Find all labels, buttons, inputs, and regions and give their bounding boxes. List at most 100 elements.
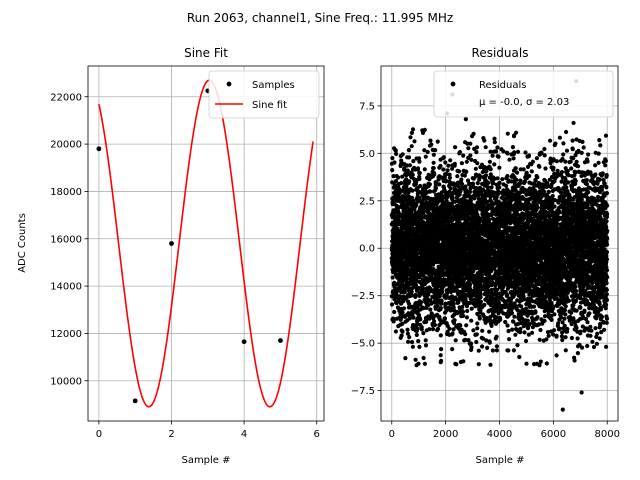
residual-point <box>432 172 437 177</box>
sine-fit-xtick-label: 0 <box>96 429 102 440</box>
residual-point <box>426 292 431 297</box>
residual-point <box>514 130 519 135</box>
residual-point <box>505 323 510 328</box>
residual-point <box>511 348 516 353</box>
residual-point <box>409 144 414 149</box>
residual-point <box>400 310 405 315</box>
residual-point <box>394 151 399 156</box>
residual-point <box>438 163 443 169</box>
residual-points <box>389 79 610 412</box>
sine-fit-ytick-label: 16000 <box>50 234 82 245</box>
residual-point <box>424 319 429 324</box>
residual-point <box>407 335 412 340</box>
residual-point <box>494 348 499 353</box>
legend-samples-marker <box>226 81 232 87</box>
residual-point <box>423 338 428 343</box>
residual-point <box>461 313 466 318</box>
residual-point <box>458 323 463 328</box>
sine-fit-xtick-label: 4 <box>241 429 247 440</box>
residual-point <box>457 169 462 174</box>
residual-point <box>486 216 491 222</box>
sine-fit-ytick-label: 10000 <box>50 376 82 387</box>
residual-point <box>440 289 445 294</box>
sine-fit-line <box>98 79 314 408</box>
residual-point <box>452 318 457 323</box>
residual-point <box>429 301 434 306</box>
sine-fit-ylabel: ADC Counts <box>17 213 28 273</box>
residual-point <box>417 176 422 182</box>
residual-point <box>492 162 497 167</box>
residual-point <box>413 292 418 297</box>
residual-point <box>469 157 474 162</box>
residual-point <box>494 334 499 339</box>
residual-point <box>514 177 519 182</box>
residual-point <box>477 316 482 321</box>
residual-point <box>423 154 428 159</box>
sample-point <box>132 398 138 404</box>
residuals-xlabel: Sample # <box>475 455 524 466</box>
residual-point <box>411 315 416 320</box>
residual-point <box>438 353 443 358</box>
residual-point <box>507 157 512 162</box>
residual-point <box>407 179 412 184</box>
residual-point <box>511 156 516 161</box>
residual-point <box>464 169 469 174</box>
residual-point <box>393 148 398 153</box>
residual-point <box>494 344 499 349</box>
residual-point <box>414 250 419 256</box>
residual-point <box>478 295 483 300</box>
residual-point <box>474 332 479 337</box>
residual-point <box>441 155 446 160</box>
residual-point <box>399 314 404 319</box>
residual-point <box>463 337 468 342</box>
residual-point <box>457 150 463 155</box>
residual-point <box>497 165 502 170</box>
residual-point <box>447 189 452 194</box>
residual-point <box>475 321 480 326</box>
residual-point <box>513 332 518 337</box>
residual-point <box>517 354 522 360</box>
residual-point <box>399 333 404 338</box>
residuals-ytick-label: −2.5 <box>351 291 375 302</box>
residual-point <box>483 145 488 150</box>
residual-point <box>515 170 520 175</box>
residual-point <box>410 285 415 291</box>
residual-point <box>403 356 408 361</box>
residual-point <box>483 173 489 178</box>
residual-point <box>509 311 514 316</box>
residual-point <box>473 166 478 171</box>
residual-point <box>425 149 430 155</box>
sine-fit-xtick-label: 6 <box>314 429 320 440</box>
residual-point <box>411 159 416 164</box>
residual-point <box>389 302 395 307</box>
residual-point <box>450 331 455 336</box>
residual-point <box>490 153 495 158</box>
residual-point <box>417 156 422 161</box>
residual-point <box>450 347 455 352</box>
residuals-xtick-label: 8000 <box>595 429 620 440</box>
residual-point <box>521 167 526 172</box>
residual-point <box>497 180 502 185</box>
residual-point <box>506 348 511 353</box>
residual-point <box>450 195 455 200</box>
residual-point <box>407 301 412 307</box>
residual-point <box>488 362 493 367</box>
residual-point <box>505 292 510 298</box>
residual-point <box>475 326 480 331</box>
residual-point <box>518 326 523 331</box>
residual-point <box>471 131 476 136</box>
residual-point <box>512 150 517 155</box>
residual-point <box>468 341 474 346</box>
residual-point <box>466 146 471 151</box>
residual-point <box>450 166 455 171</box>
residual-point <box>421 355 426 361</box>
residual-point <box>498 317 503 322</box>
residual-point <box>422 148 427 153</box>
residual-point <box>445 168 450 173</box>
residuals-ytick-label: 2.5 <box>359 196 375 207</box>
residual-point <box>474 145 480 150</box>
residual-point <box>507 337 512 342</box>
residual-point <box>464 323 469 328</box>
residuals-ytick-label: 0.0 <box>359 244 375 255</box>
